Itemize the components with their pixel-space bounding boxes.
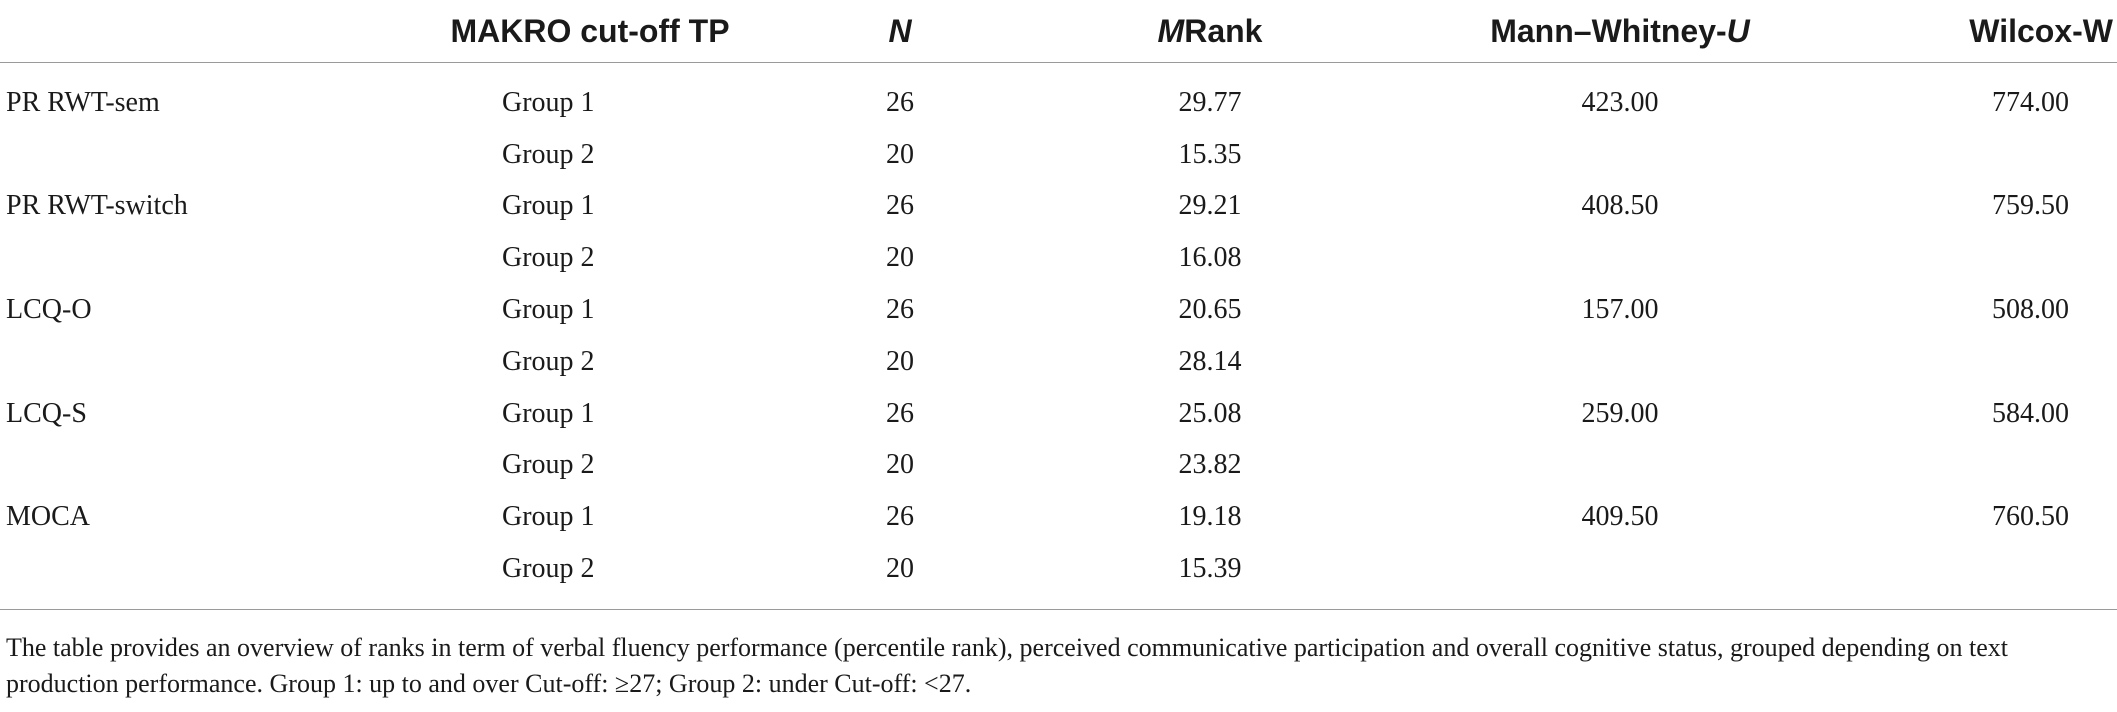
wilcox-w-cell — [1820, 543, 2117, 610]
mrank-cell: 15.35 — [1178, 138, 1242, 170]
header-measure — [0, 0, 380, 63]
table-row: Group 2 20 15.39 — [0, 543, 2117, 610]
mann-whitney-u-cell: 408.50 — [1581, 190, 1659, 222]
mrank-cell: 19.18 — [1178, 501, 1242, 533]
header-row: MAKRO cut-off TP N MRank Mann–Whitney-U … — [0, 0, 2117, 63]
n-cell: 20 — [800, 543, 1000, 610]
header-mann-whitney-italic: U — [1726, 12, 1750, 49]
table-row: Group 2 20 23.82 — [0, 440, 2117, 492]
measure-cell: PR RWT-switch — [6, 190, 188, 222]
group-cell: Group 2 — [502, 242, 595, 274]
mann-whitney-u-cell — [1420, 440, 1820, 492]
mrank-cell: 15.39 — [1000, 543, 1420, 610]
group-cell: Group 2 — [380, 543, 800, 610]
header-mrank-italic: M — [1157, 12, 1185, 49]
table-row: PR RWT-switch Group 1 26 29.21 408.50 759.50 — [0, 181, 2117, 233]
group-cell: Group 1 — [502, 294, 595, 326]
mrank-cell: 16.08 — [1178, 242, 1242, 274]
n-cell: 20 — [886, 138, 914, 170]
header-mann-whitney-u: Mann–Whitney-U — [1420, 0, 1820, 63]
n-cell: 20 — [886, 242, 914, 274]
wilcox-w-cell — [1820, 129, 2117, 181]
table-footnote: The table provides an overview of ranks … — [6, 633, 2008, 698]
mann-whitney-u-cell — [1420, 336, 1820, 388]
n-cell: 26 — [886, 397, 914, 429]
rank-comparison-table: MAKRO cut-off TP N MRank Mann–Whitney-U … — [0, 0, 2117, 610]
mrank-cell: 25.08 — [1178, 397, 1242, 429]
measure-cell: MOCA — [6, 501, 91, 533]
table-row: LCQ-S Group 1 26 25.08 259.00 584.00 — [0, 388, 2117, 440]
n-cell: 26 — [886, 190, 914, 222]
mann-whitney-u-cell — [1420, 129, 1820, 181]
group-cell: Group 2 — [502, 345, 595, 377]
header-n: N — [800, 0, 1000, 63]
wilcox-w-cell — [1820, 232, 2117, 284]
group-cell: Group 1 — [502, 86, 595, 118]
table-row: PR RWT-sem Group 1 26 29.77 423.00 774.00 — [0, 63, 2117, 129]
measure-cell — [0, 336, 380, 388]
wilcox-w-cell — [1820, 440, 2117, 492]
mann-whitney-u-cell: 409.50 — [1581, 501, 1659, 533]
table-header: MAKRO cut-off TP N MRank Mann–Whitney-U … — [0, 0, 2117, 63]
mann-whitney-u-cell: 157.00 — [1581, 294, 1659, 326]
measure-cell: PR RWT-sem — [6, 86, 160, 118]
mann-whitney-u-cell — [1420, 543, 1820, 610]
table-body: PR RWT-sem Group 1 26 29.77 423.00 774.00 Grou… — [0, 63, 2117, 610]
mrank-cell: 23.82 — [1178, 449, 1242, 481]
wilcox-w-cell: 759.50 — [1992, 190, 2069, 222]
n-cell: 20 — [886, 345, 914, 377]
group-cell: Group 2 — [502, 449, 595, 481]
header-n-label: N — [888, 12, 912, 49]
measure-cell — [0, 232, 380, 284]
group-cell: Group 1 — [502, 501, 595, 533]
mrank-cell: 29.77 — [1178, 86, 1242, 118]
table-row: Group 2 20 16.08 — [0, 232, 2117, 284]
wilcox-w-cell — [1820, 336, 2117, 388]
mrank-cell: 20.65 — [1178, 294, 1242, 326]
header-makro-cutoff: MAKRO cut-off TP — [380, 0, 800, 63]
wilcox-w-cell: 508.00 — [1992, 294, 2069, 326]
header-wilcox-w: Wilcox-W — [1820, 0, 2117, 63]
table-row: Group 2 20 28.14 — [0, 336, 2117, 388]
n-cell: 26 — [886, 86, 914, 118]
mann-whitney-u-cell: 259.00 — [1581, 397, 1659, 429]
wilcox-w-cell: 584.00 — [1992, 397, 2069, 429]
measure-cell — [0, 440, 380, 492]
group-cell: Group 1 — [502, 190, 595, 222]
measure-cell: LCQ-O — [6, 294, 92, 326]
table-row: Group 2 20 15.35 — [0, 129, 2117, 181]
measure-cell — [0, 129, 380, 181]
mrank-cell: 29.21 — [1178, 190, 1242, 222]
header-mrank: MRank — [1000, 0, 1420, 63]
table-row: MOCA Group 1 26 19.18 409.50 760.50 — [0, 491, 2117, 543]
n-cell: 20 — [886, 449, 914, 481]
wilcox-w-cell: 774.00 — [1992, 86, 2069, 118]
measure-cell — [0, 543, 380, 610]
results-table-container: MAKRO cut-off TP N MRank Mann–Whitney-U … — [0, 0, 2117, 610]
header-mann-whitney-prefix: Mann–Whitney- — [1490, 12, 1727, 49]
wilcox-w-cell: 760.50 — [1992, 501, 2069, 533]
mann-whitney-u-cell: 423.00 — [1581, 86, 1659, 118]
group-cell: Group 1 — [502, 397, 595, 429]
n-cell: 26 — [886, 294, 914, 326]
header-mrank-rest: Rank — [1184, 12, 1263, 49]
table-row: LCQ-O Group 1 26 20.65 157.00 508.00 — [0, 284, 2117, 336]
mann-whitney-u-cell — [1420, 232, 1820, 284]
measure-cell: LCQ-S — [6, 397, 87, 429]
mrank-cell: 28.14 — [1178, 345, 1242, 377]
n-cell: 26 — [886, 501, 914, 533]
group-cell: Group 2 — [502, 138, 595, 170]
